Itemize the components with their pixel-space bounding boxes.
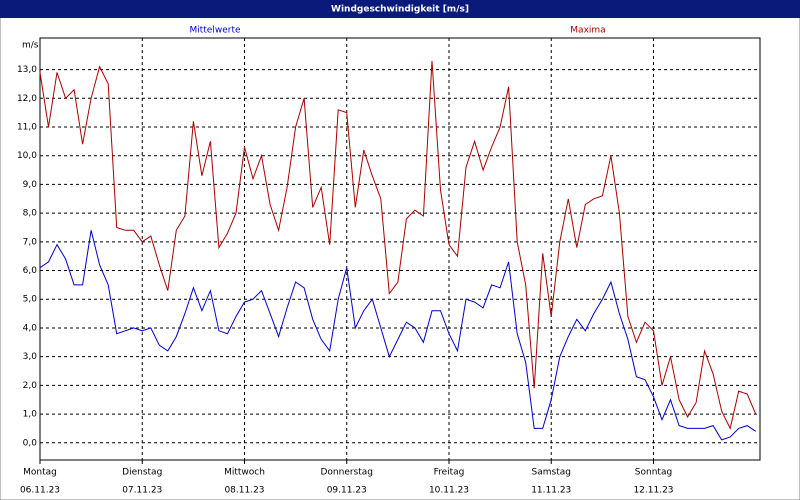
y-axis-label: m/s (22, 41, 39, 51)
data-line (39, 60, 757, 430)
x-tick-label: Donnerstag (320, 468, 373, 478)
x-tick-date: 06.11.23 (20, 486, 60, 496)
y-tick-label: 3,0 (23, 352, 38, 362)
legend-entry: Mittelwerte (189, 26, 240, 36)
y-tick-label: 2,0 (23, 381, 38, 391)
y-tick-label: 4,0 (23, 323, 38, 333)
y-tick-label: 9,0 (23, 180, 38, 190)
title-bar (0, 0, 800, 18)
x-tick-date: 10.11.23 (429, 486, 469, 496)
x-tick-label: Mittwoch (224, 468, 265, 478)
x-tick-label: Dienstag (122, 468, 162, 478)
data-line (39, 230, 756, 441)
y-tick-label: 12,0 (17, 94, 37, 104)
x-tick-label: Sonntag (635, 468, 672, 478)
chart-title: Windgeschwindigkeit [m/s] (331, 5, 469, 15)
x-tick-date: 08.11.23 (224, 486, 264, 496)
x-tick-date: 07.11.23 (122, 486, 162, 496)
x-tick-date: 09.11.23 (327, 486, 367, 496)
x-tick-label: Montag (23, 468, 57, 478)
y-tick-label: 10,0 (17, 151, 37, 161)
y-tick-label: 0,0 (23, 438, 38, 448)
y-tick-label: 1,0 (23, 410, 38, 420)
y-tick-label: 7,0 (23, 237, 38, 247)
y-tick-label: 8,0 (23, 209, 38, 219)
x-tick-date: 12.11.23 (633, 486, 673, 496)
x-tick-date: 11.11.23 (531, 486, 571, 496)
y-tick-label: 6,0 (23, 266, 38, 276)
legend-entry: Maxima (570, 26, 605, 36)
x-tick-label: Samstag (532, 468, 571, 478)
y-tick-label: 11,0 (17, 122, 37, 132)
y-tick-label: 5,0 (23, 295, 38, 305)
x-tick-label: Freitag (434, 468, 465, 478)
y-tick-label: 13,0 (17, 65, 37, 75)
